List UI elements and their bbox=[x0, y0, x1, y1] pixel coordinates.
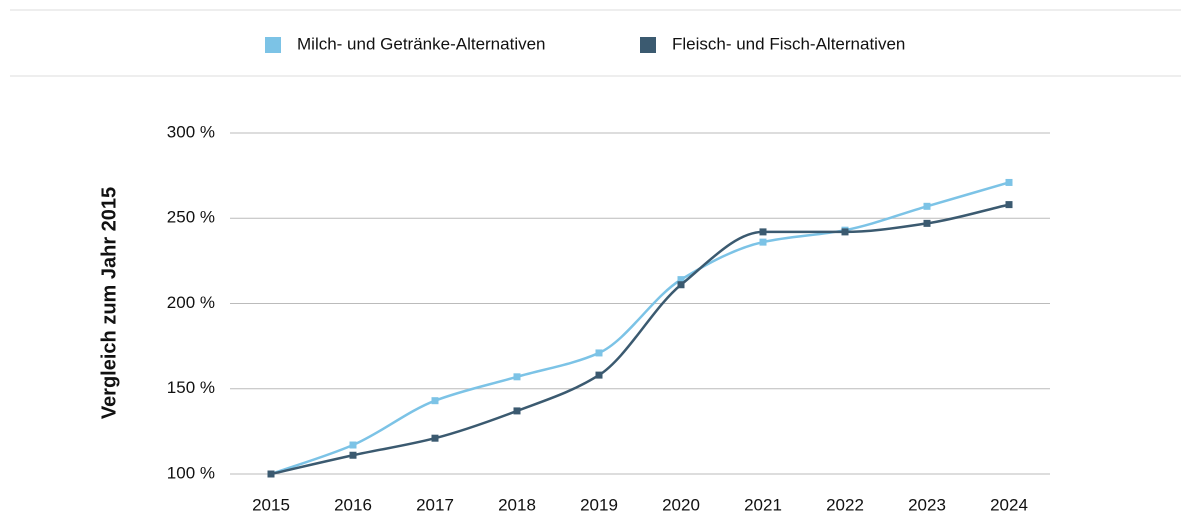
x-tick-label: 2015 bbox=[252, 495, 290, 514]
legend-marker bbox=[265, 37, 281, 53]
point-marker bbox=[759, 228, 767, 236]
series-line bbox=[270, 181, 1010, 476]
point-marker bbox=[431, 397, 439, 405]
point-marker bbox=[677, 281, 685, 289]
legend-label: Fleisch- und Fisch-Alternativen bbox=[672, 34, 905, 53]
point-marker bbox=[923, 202, 931, 210]
x-tick-label: 2024 bbox=[990, 495, 1028, 514]
y-tick-label: 150 % bbox=[167, 378, 215, 397]
y-axis-label: Vergleich zum Jahr 2015 bbox=[98, 187, 120, 419]
y-tick-label: 250 % bbox=[167, 208, 215, 227]
x-tick-label: 2018 bbox=[498, 495, 536, 514]
point-marker bbox=[349, 441, 357, 449]
x-tick-label: 2016 bbox=[334, 495, 372, 514]
x-tick-label: 2020 bbox=[662, 495, 700, 514]
point-marker bbox=[841, 228, 849, 236]
point-marker bbox=[513, 407, 521, 415]
legend-label: Milch- und Getränke-Alternativen bbox=[297, 34, 546, 53]
point-marker bbox=[595, 371, 603, 379]
point-marker bbox=[923, 219, 931, 227]
point-marker bbox=[595, 349, 603, 357]
point-marker bbox=[677, 276, 685, 284]
point-marker bbox=[759, 238, 767, 246]
point-marker bbox=[1005, 178, 1013, 186]
point-marker bbox=[1005, 201, 1013, 209]
y-tick-label: 200 % bbox=[167, 293, 215, 312]
x-tick-label: 2023 bbox=[908, 495, 946, 514]
x-tick-label: 2022 bbox=[826, 495, 864, 514]
y-tick-label: 100 % bbox=[167, 463, 215, 482]
legend-marker bbox=[640, 37, 656, 53]
point-marker bbox=[513, 373, 521, 381]
x-tick-label: 2017 bbox=[416, 495, 454, 514]
series-line bbox=[270, 203, 1010, 476]
x-tick-label: 2019 bbox=[580, 495, 618, 514]
point-marker bbox=[349, 451, 357, 459]
y-tick-label: 300 % bbox=[167, 122, 215, 141]
x-tick-label: 2021 bbox=[744, 495, 782, 514]
point-marker bbox=[267, 470, 275, 478]
point-marker bbox=[431, 434, 439, 442]
